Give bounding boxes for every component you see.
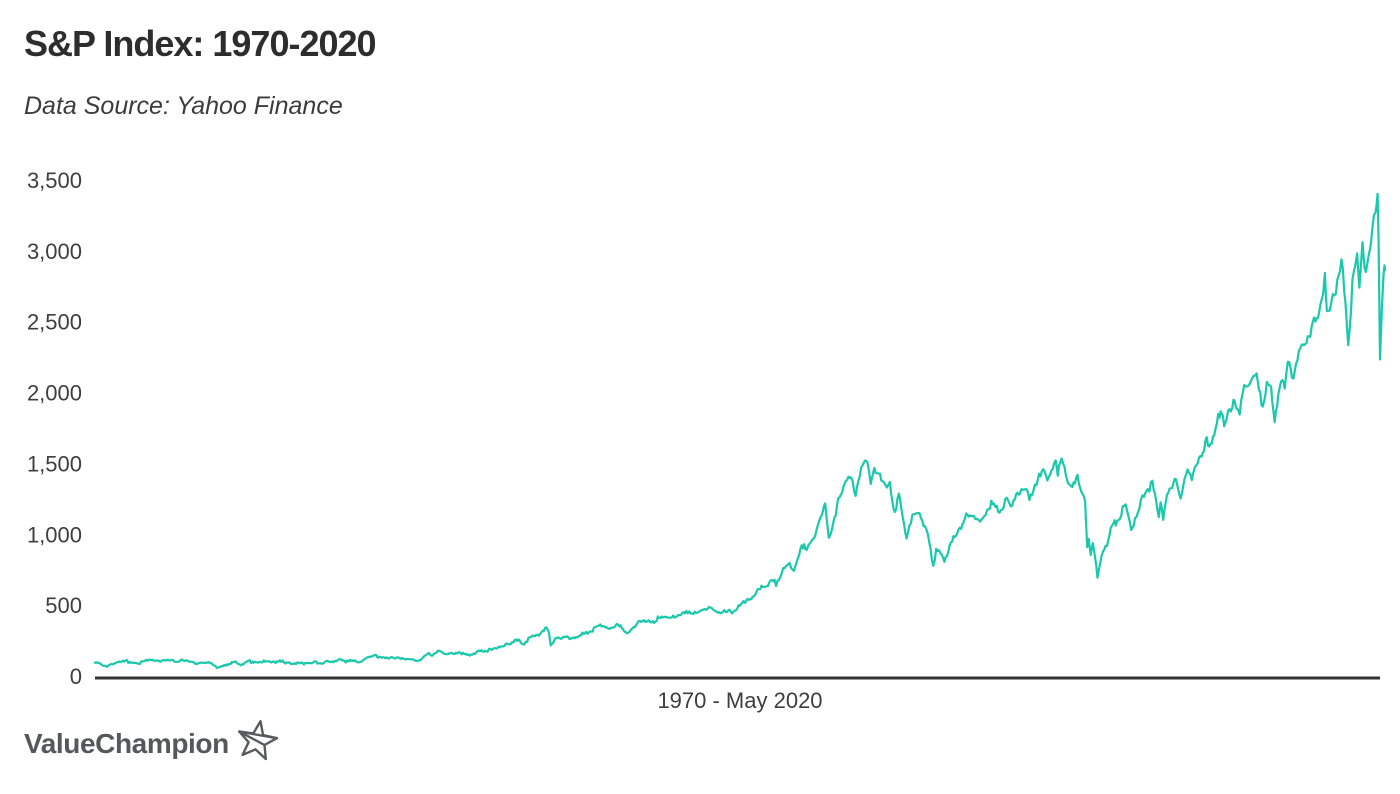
brand-name: ValueChampion: [24, 728, 229, 759]
data-source-subtitle: Data Source: Yahoo Finance: [24, 92, 343, 120]
y-tick-label: 2,000: [27, 381, 82, 406]
y-tick-label: 3,000: [27, 239, 82, 264]
y-tick-label: 1,500: [27, 451, 82, 476]
y-tick-label: 0: [70, 664, 82, 689]
y-tick-label: 2,500: [27, 310, 82, 335]
star-icon: [237, 720, 278, 761]
y-tick-label: 500: [45, 593, 82, 618]
brand-logo: ValueChampion: [24, 720, 282, 766]
x-axis-label: 1970 - May 2020: [657, 688, 823, 713]
sp500-price-line: [93, 192, 1387, 670]
y-tick-label: 1,000: [27, 522, 82, 547]
page-title: S&P Index: 1970-2020: [24, 23, 377, 64]
y-tick-label: 3,500: [27, 168, 82, 193]
